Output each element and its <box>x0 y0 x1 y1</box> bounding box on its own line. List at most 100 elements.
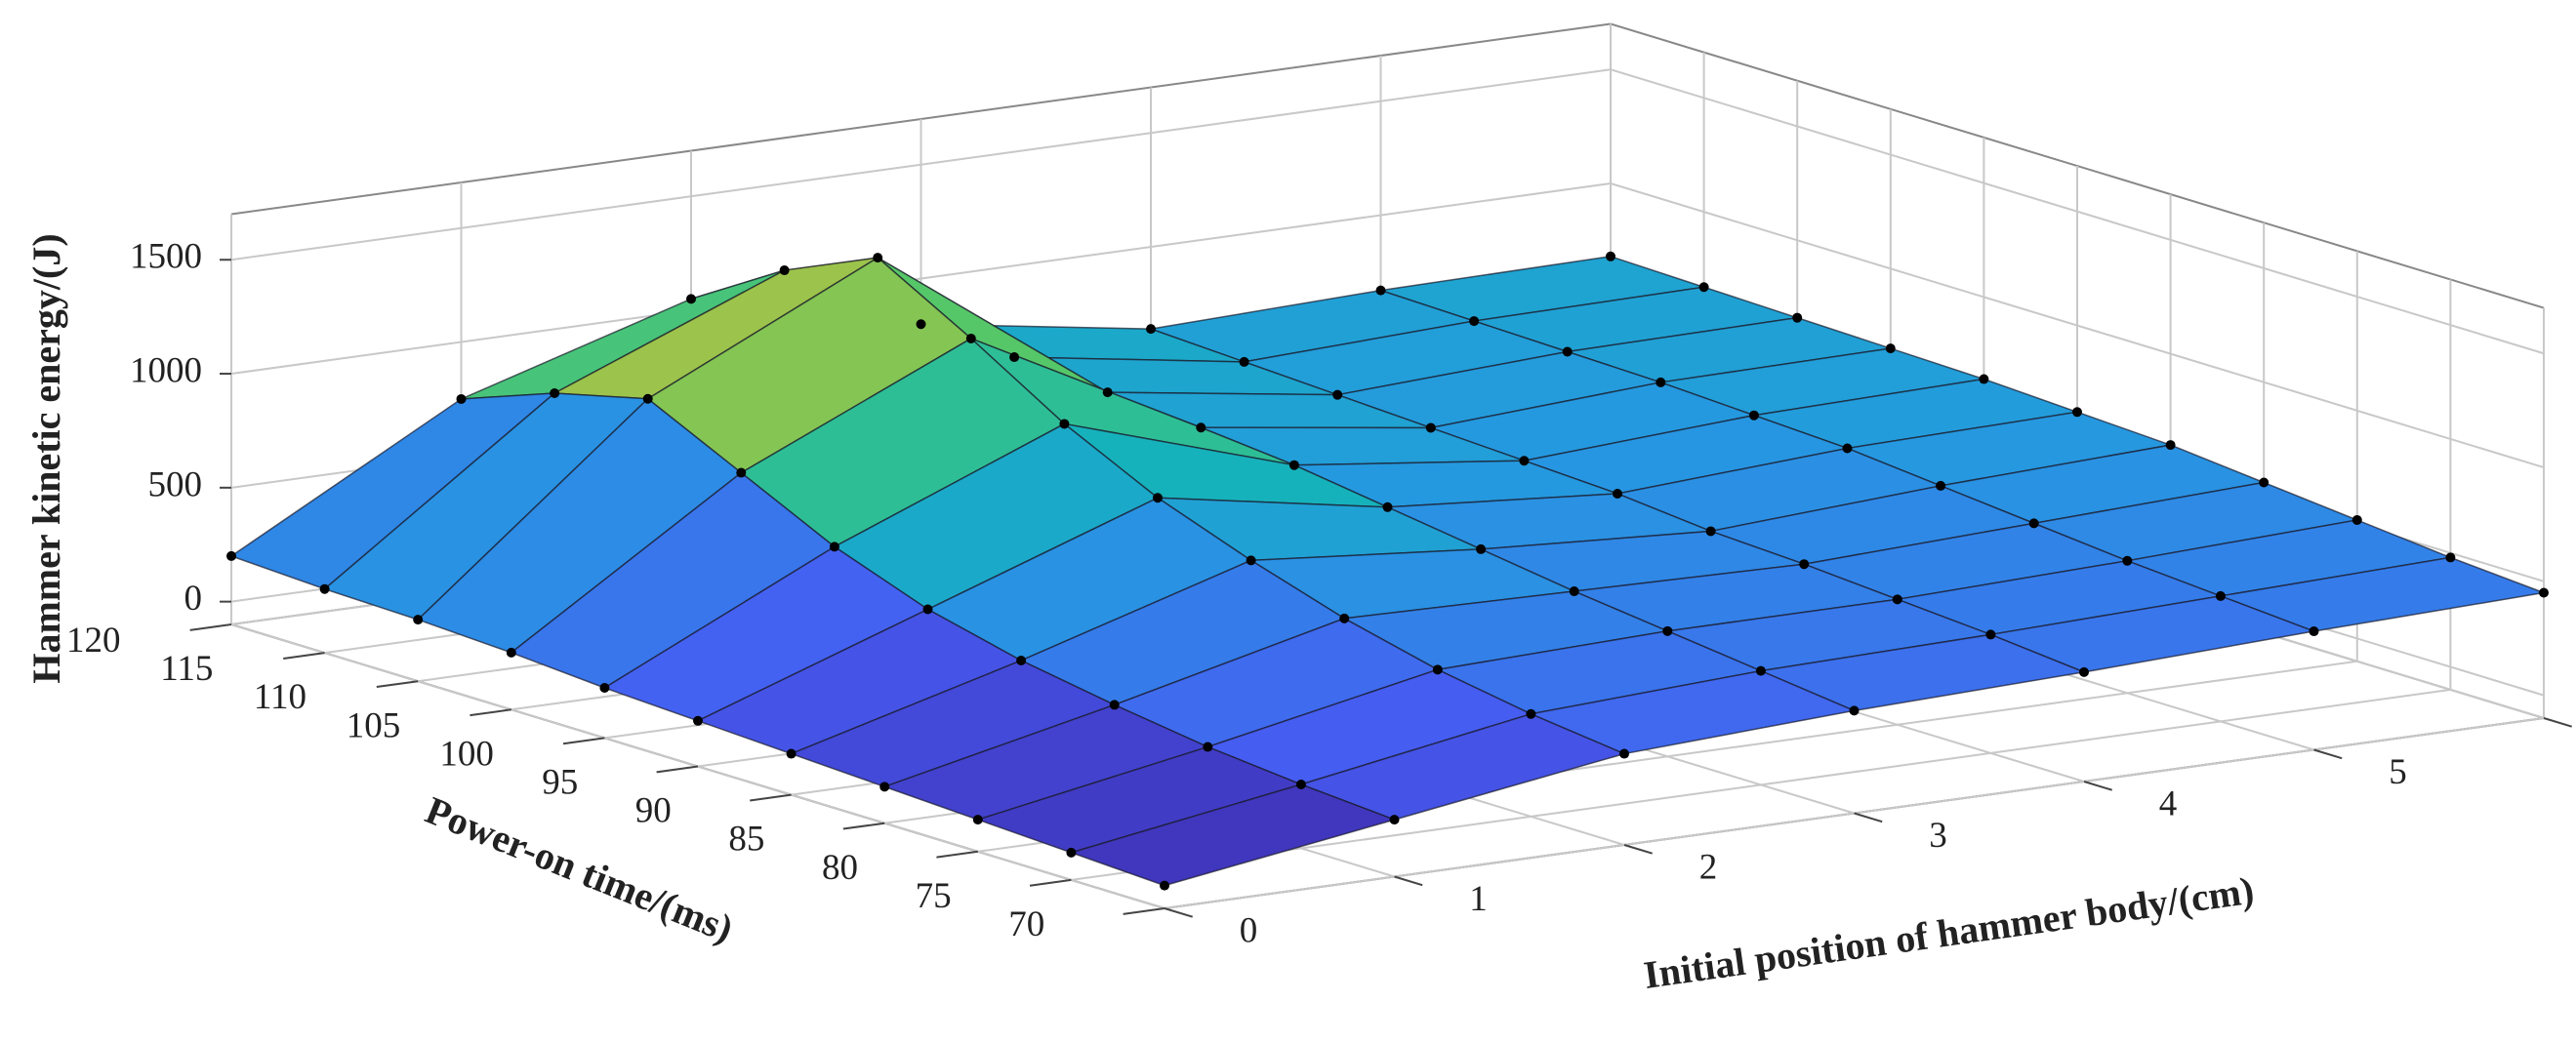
x-tick-label: 0 <box>1240 911 1258 951</box>
data-point <box>2445 552 2456 563</box>
data-point <box>972 815 983 825</box>
data-point <box>642 393 653 404</box>
data-point <box>1662 625 1673 636</box>
data-point <box>1160 880 1169 891</box>
data-point <box>2259 477 2269 488</box>
grid-line <box>1071 688 2451 881</box>
data-point <box>1295 779 1306 789</box>
x-axis-label: Initial position of hammer body/(cm) <box>1641 868 2257 997</box>
data-point <box>599 683 610 694</box>
data-point <box>1985 629 1996 640</box>
surface <box>226 251 2549 891</box>
y-tick <box>376 680 419 689</box>
data-point <box>2351 514 2362 525</box>
data-point <box>1792 312 1803 323</box>
data-point <box>413 615 424 625</box>
data-point <box>1519 456 1530 466</box>
data-point <box>686 294 696 304</box>
data-point <box>506 647 516 658</box>
data-point <box>1339 613 1350 623</box>
x-tick-label: 1 <box>1469 879 1488 919</box>
x-tick-label: 4 <box>2159 784 2178 824</box>
data-point <box>1936 480 1946 491</box>
data-point <box>736 467 747 478</box>
data-point <box>1389 815 1400 825</box>
y-tick <box>189 623 232 631</box>
data-point <box>1979 374 1989 384</box>
data-point <box>1146 324 1156 335</box>
y-tick <box>1029 878 1072 887</box>
data-point <box>1849 705 1860 716</box>
y-tick-label: 80 <box>822 848 858 888</box>
x-tick-label: 3 <box>1929 816 1947 856</box>
data-point <box>2539 587 2549 598</box>
data-point <box>2072 407 2082 418</box>
x-tick <box>1854 812 1883 823</box>
data-point <box>916 319 926 330</box>
data-point <box>1656 377 1666 387</box>
data-point <box>1153 493 1163 503</box>
y-tick-label: 90 <box>635 791 672 831</box>
data-point <box>922 604 933 615</box>
data-point <box>1425 422 1436 433</box>
data-point <box>2215 590 2226 601</box>
data-point <box>1705 526 1716 537</box>
data-point <box>1016 655 1027 665</box>
y-tick <box>656 765 699 774</box>
data-point <box>1203 742 1213 752</box>
y-tick <box>936 850 978 859</box>
data-point <box>226 550 236 561</box>
y-tick <box>562 737 605 745</box>
data-point <box>1375 285 1386 296</box>
x-tick <box>1164 907 1193 918</box>
data-point <box>779 265 790 276</box>
y-tick-label: 115 <box>160 649 213 689</box>
y-tick-label: 95 <box>542 762 578 802</box>
data-point <box>965 333 976 343</box>
y-tick-label: 105 <box>347 705 401 745</box>
data-point <box>1885 343 1896 354</box>
data-point <box>1842 443 1853 454</box>
data-point <box>1196 422 1206 433</box>
data-point <box>1892 594 1902 605</box>
y-axis-label: Power-on time/(ms) <box>420 787 740 950</box>
x-tick <box>1394 875 1423 887</box>
data-point <box>1469 316 1480 327</box>
y-tick <box>1123 907 1165 915</box>
data-point <box>1009 352 1020 363</box>
data-point <box>1562 346 1573 357</box>
x-tick-label: 5 <box>2389 752 2407 792</box>
data-point <box>1476 543 1487 554</box>
z-tick-label: 500 <box>148 464 203 504</box>
y-tick-label: 100 <box>439 734 494 774</box>
y-tick-label: 70 <box>1008 904 1044 944</box>
x-tick <box>2543 717 2572 728</box>
data-point <box>2165 440 2176 451</box>
data-point <box>1066 847 1077 858</box>
y-tick <box>842 822 885 830</box>
data-point <box>2122 555 2133 566</box>
data-point <box>1102 387 1113 398</box>
data-point <box>1059 419 1070 429</box>
data-point <box>1619 748 1629 759</box>
data-point <box>2079 666 2089 677</box>
y-tick <box>470 708 511 717</box>
data-point <box>1613 488 1622 499</box>
data-point <box>1239 356 1249 367</box>
data-point <box>829 542 839 552</box>
y-tick-label: 120 <box>66 621 121 661</box>
data-point <box>2309 626 2319 637</box>
data-point <box>1698 282 1709 293</box>
y-tick <box>750 793 792 802</box>
data-point <box>550 388 560 398</box>
data-point <box>456 393 467 404</box>
data-point <box>1382 501 1393 512</box>
data-point <box>2028 518 2039 529</box>
x-tick <box>2313 748 2343 760</box>
box-edge <box>1610 22 2545 309</box>
data-point <box>1569 586 1579 597</box>
data-point <box>693 715 703 726</box>
x-tick <box>1623 844 1653 855</box>
x-tick-label: 2 <box>1699 848 1718 888</box>
